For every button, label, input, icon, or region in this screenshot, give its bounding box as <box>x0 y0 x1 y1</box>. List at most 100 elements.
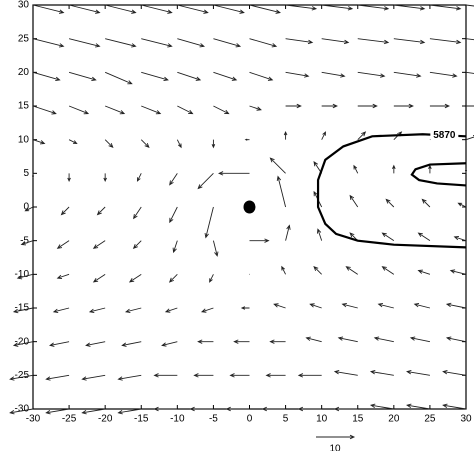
wind-vector <box>52 307 70 314</box>
wind-vector <box>136 173 142 182</box>
wind-vector <box>121 341 142 347</box>
x-tick-label: 30 <box>460 414 472 425</box>
x-tick-label: -10 <box>170 414 185 425</box>
wind-vector <box>68 38 101 48</box>
wind-vector <box>49 341 70 347</box>
x-tick-label: 10 <box>316 414 328 425</box>
wind-vector <box>269 339 286 344</box>
wind-vector <box>406 403 430 410</box>
wind-vector <box>204 206 214 239</box>
wind-vector <box>32 71 61 82</box>
wind-vector <box>357 131 367 140</box>
contour-label-bg <box>430 129 459 142</box>
wind-vector <box>357 71 386 78</box>
x-tick-label: -5 <box>209 414 218 425</box>
wind-vector <box>464 168 468 174</box>
wind-vector <box>249 238 270 243</box>
wind-vector <box>168 274 178 283</box>
wind-vector <box>305 336 322 343</box>
wind-vector <box>31 173 35 179</box>
wind-vector <box>177 71 202 81</box>
wind-vector <box>285 103 302 109</box>
wind-vector <box>465 4 474 7</box>
wind-vector <box>177 38 205 48</box>
wind-vector <box>309 303 322 309</box>
wind-vector <box>189 406 214 412</box>
wind-vector <box>229 373 250 378</box>
wind-vector <box>240 306 250 310</box>
wind-vector <box>409 336 431 343</box>
contour-line <box>316 133 467 249</box>
wind-vector <box>373 336 394 343</box>
wind-vector <box>349 194 359 208</box>
wind-vector <box>413 302 431 309</box>
wind-vector <box>169 173 178 186</box>
wind-vector <box>261 406 286 412</box>
wind-vector <box>105 38 137 48</box>
x-tick-label: -30 <box>26 414 41 425</box>
wind-vector <box>357 103 378 109</box>
wind-vector <box>68 71 97 82</box>
wind-vector <box>421 198 431 208</box>
wind-vector <box>353 164 359 174</box>
wind-vector <box>213 4 245 14</box>
wind-vector <box>276 175 287 208</box>
wind-vector <box>393 103 414 109</box>
wind-vector <box>12 341 34 347</box>
x-tick-label: -25 <box>62 414 77 425</box>
wind-vector <box>417 232 431 242</box>
wind-vector <box>377 302 394 309</box>
wind-vector <box>283 130 288 140</box>
wind-vector <box>465 134 474 141</box>
wind-vector <box>429 103 451 109</box>
wind-vector <box>393 71 422 78</box>
wind-vector <box>225 406 250 412</box>
y-tick-label: -15 <box>15 303 30 314</box>
wind-vector <box>337 336 358 343</box>
wind-vector <box>176 139 182 149</box>
wind-vector <box>177 105 194 115</box>
wind-vector <box>16 273 34 280</box>
wind-vector <box>393 4 426 11</box>
wind-vector <box>164 307 178 313</box>
wind-vector <box>313 265 322 275</box>
wind-vector <box>449 269 467 275</box>
x-tick-label: -15 <box>134 414 149 425</box>
wind-vector <box>133 206 142 220</box>
wind-vector <box>197 339 214 344</box>
wind-vector <box>341 302 358 309</box>
wind-vector <box>357 4 390 11</box>
wind-vector <box>56 273 70 280</box>
wind-vector <box>104 71 133 85</box>
y-tick-label: 0 <box>23 202 29 213</box>
wind-vector <box>92 240 106 249</box>
y-tick-label: 30 <box>18 0 30 11</box>
wind-vector <box>385 198 395 208</box>
wind-vector <box>45 408 70 415</box>
x-tick-label: -20 <box>98 414 113 425</box>
wind-vector <box>105 4 137 14</box>
y-tick-label: -5 <box>20 235 29 246</box>
x-tick-label: 20 <box>388 414 400 425</box>
wind-vector <box>453 235 467 242</box>
wind-vector <box>285 71 310 78</box>
wind-vector <box>117 408 142 415</box>
wind-vector <box>381 266 395 275</box>
wind-vector <box>12 307 34 314</box>
wind-vector <box>428 164 432 174</box>
y-tick-label: -20 <box>15 336 30 347</box>
wind-vector <box>9 374 34 381</box>
wind-vector <box>124 307 142 314</box>
wind-vector <box>68 139 78 144</box>
wind-vector <box>381 232 395 242</box>
wind-vector <box>321 38 350 45</box>
wind-vector <box>369 403 394 410</box>
contour-label: 5870 <box>433 130 456 141</box>
wind-vector <box>442 369 467 376</box>
wind-vector <box>321 131 326 140</box>
wind-vector <box>96 206 106 216</box>
x-tick-label: 5 <box>283 414 289 425</box>
wind-vector <box>406 369 430 376</box>
contour-line <box>410 162 467 187</box>
